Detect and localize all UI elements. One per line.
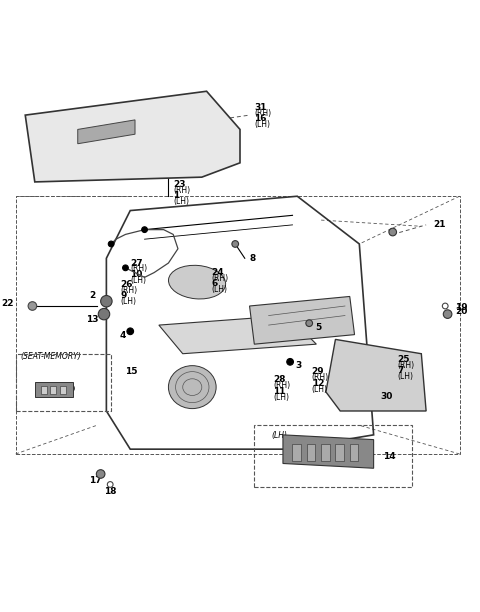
Polygon shape bbox=[159, 316, 316, 354]
Bar bbox=[321, 444, 330, 461]
Polygon shape bbox=[283, 435, 373, 468]
Text: 29: 29 bbox=[312, 367, 324, 376]
Bar bbox=[50, 386, 56, 394]
Circle shape bbox=[142, 227, 147, 233]
Circle shape bbox=[232, 241, 239, 247]
Text: 17: 17 bbox=[89, 476, 102, 485]
Polygon shape bbox=[25, 91, 240, 182]
Text: (LH): (LH) bbox=[397, 372, 413, 381]
Text: 24: 24 bbox=[211, 268, 224, 277]
Bar bbox=[336, 444, 344, 461]
Text: 26: 26 bbox=[120, 280, 133, 289]
Text: (RH): (RH) bbox=[274, 381, 290, 390]
Text: (LH): (LH) bbox=[274, 393, 289, 401]
Text: (LH): (LH) bbox=[130, 276, 146, 285]
Text: 25: 25 bbox=[397, 356, 410, 364]
Circle shape bbox=[28, 302, 36, 310]
Text: 5: 5 bbox=[315, 323, 321, 332]
Circle shape bbox=[287, 359, 293, 365]
Text: 19: 19 bbox=[455, 303, 468, 312]
Text: 9: 9 bbox=[120, 291, 127, 300]
Text: 16: 16 bbox=[254, 114, 267, 124]
Circle shape bbox=[108, 482, 113, 487]
Text: 6: 6 bbox=[211, 279, 217, 288]
Circle shape bbox=[443, 303, 448, 309]
Polygon shape bbox=[250, 296, 355, 344]
Text: 18: 18 bbox=[104, 487, 117, 496]
Text: 1: 1 bbox=[173, 191, 180, 200]
Bar bbox=[60, 386, 66, 394]
Text: (RH): (RH) bbox=[130, 264, 147, 274]
Text: 31: 31 bbox=[254, 103, 267, 113]
Text: 9: 9 bbox=[68, 385, 74, 394]
Circle shape bbox=[96, 469, 105, 478]
Text: 22: 22 bbox=[1, 299, 14, 308]
Text: (LH): (LH) bbox=[271, 431, 287, 440]
Text: 3: 3 bbox=[295, 361, 301, 370]
Text: 11: 11 bbox=[274, 387, 286, 396]
Ellipse shape bbox=[168, 365, 216, 409]
Text: 8: 8 bbox=[250, 254, 256, 263]
Text: (RH): (RH) bbox=[173, 185, 190, 195]
Circle shape bbox=[108, 241, 114, 247]
Polygon shape bbox=[326, 340, 426, 411]
Text: (LH): (LH) bbox=[120, 297, 137, 306]
Text: (RH): (RH) bbox=[312, 373, 329, 382]
Text: 27: 27 bbox=[130, 258, 143, 267]
Text: (RH): (RH) bbox=[120, 286, 138, 295]
Text: 14: 14 bbox=[383, 452, 396, 461]
Circle shape bbox=[444, 310, 452, 318]
Bar bbox=[350, 444, 359, 461]
Text: (LH): (LH) bbox=[254, 120, 270, 129]
Polygon shape bbox=[78, 120, 135, 144]
Circle shape bbox=[98, 308, 110, 320]
Text: 20: 20 bbox=[455, 307, 467, 316]
Text: 7: 7 bbox=[397, 367, 404, 375]
Text: (RH): (RH) bbox=[211, 274, 228, 283]
Text: (LH): (LH) bbox=[312, 384, 327, 394]
Text: 15: 15 bbox=[125, 367, 138, 376]
Text: (SEAT-MEMORY): (SEAT-MEMORY) bbox=[21, 352, 81, 360]
Bar bbox=[292, 444, 301, 461]
Bar bbox=[40, 386, 47, 394]
Circle shape bbox=[122, 265, 128, 271]
Circle shape bbox=[389, 228, 396, 236]
Text: 28: 28 bbox=[274, 376, 286, 384]
Polygon shape bbox=[35, 382, 73, 397]
Text: (LH): (LH) bbox=[211, 285, 228, 294]
Circle shape bbox=[127, 328, 133, 335]
Text: 23: 23 bbox=[173, 180, 186, 189]
Text: 4: 4 bbox=[120, 331, 126, 340]
Text: 10: 10 bbox=[130, 270, 143, 279]
Ellipse shape bbox=[168, 266, 226, 299]
Text: (RH): (RH) bbox=[397, 361, 415, 370]
Text: 21: 21 bbox=[433, 220, 446, 229]
Text: 30: 30 bbox=[381, 392, 393, 401]
Text: 13: 13 bbox=[86, 315, 98, 324]
Text: (LH): (LH) bbox=[173, 196, 189, 206]
Circle shape bbox=[306, 320, 312, 327]
Text: (RH): (RH) bbox=[254, 109, 272, 118]
Bar bbox=[307, 444, 315, 461]
Circle shape bbox=[101, 296, 112, 307]
Text: 12: 12 bbox=[312, 379, 324, 388]
Text: 2: 2 bbox=[89, 291, 95, 300]
